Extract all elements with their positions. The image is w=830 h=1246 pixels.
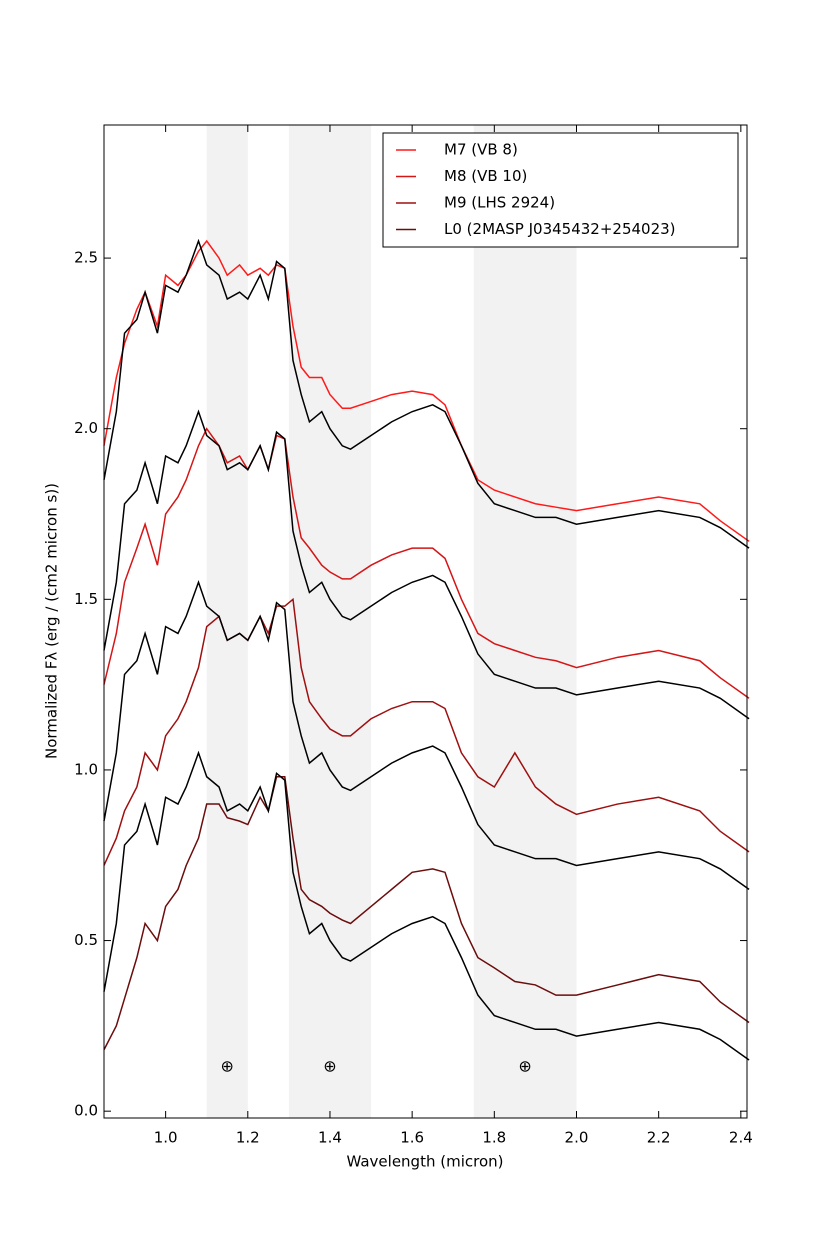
x-tick-label: 2.4: [729, 1129, 753, 1147]
annotation: ⊕: [323, 1056, 336, 1075]
legend-label: M9 (LHS 2924): [444, 194, 555, 212]
spectrum-line: [103, 750, 750, 1061]
annotation: ⊕: [221, 1056, 234, 1075]
x-axis-label: Wavelength (micron): [346, 1153, 503, 1171]
legend-label: M8 (VB 10): [444, 167, 527, 185]
y-axis-label: Normalized Fλ (erg / (cm2 micron s)): [43, 483, 61, 759]
y-tick-label: 0.0: [74, 1102, 98, 1120]
legend-label: M7 (VB 8): [444, 141, 518, 159]
y-tick-label: 2.0: [74, 419, 98, 437]
x-tick-label: 1.8: [482, 1129, 506, 1147]
legend-label: L0 (2MASP J0345432+254023): [444, 220, 676, 238]
shaded-region: [473, 125, 577, 1118]
spectrum-line: [103, 239, 750, 542]
legend-box: [382, 132, 739, 248]
x-tick-label: 2.2: [647, 1129, 671, 1147]
spectrum-line: [103, 238, 750, 549]
y-tick-label: 1.0: [74, 760, 98, 778]
annotation: ⊕: [518, 1056, 531, 1075]
y-tick-label: 2.5: [74, 249, 98, 267]
x-tick-label: 1.2: [236, 1129, 260, 1147]
x-tick-label: 2.0: [565, 1129, 589, 1147]
plot-frame: [103, 124, 748, 1119]
spectrum-line: [103, 597, 750, 866]
x-tick-label: 1.6: [400, 1129, 424, 1147]
x-tick-label: 1.0: [154, 1129, 178, 1147]
spectrum-line: [103, 409, 750, 720]
x-tick-label: 1.4: [318, 1129, 342, 1147]
shaded-region: [288, 125, 372, 1118]
legend: M7 (VB 8) M8 (VB 10) M9 (LHS 2924) L0 (2MAS…: [382, 132, 739, 248]
spectrum-line: [103, 776, 750, 1051]
spectrum-line: [103, 580, 750, 890]
spectrum-line: [103, 427, 750, 699]
y-tick-label: 0.5: [74, 931, 98, 949]
y-tick-label: 1.5: [74, 590, 98, 608]
